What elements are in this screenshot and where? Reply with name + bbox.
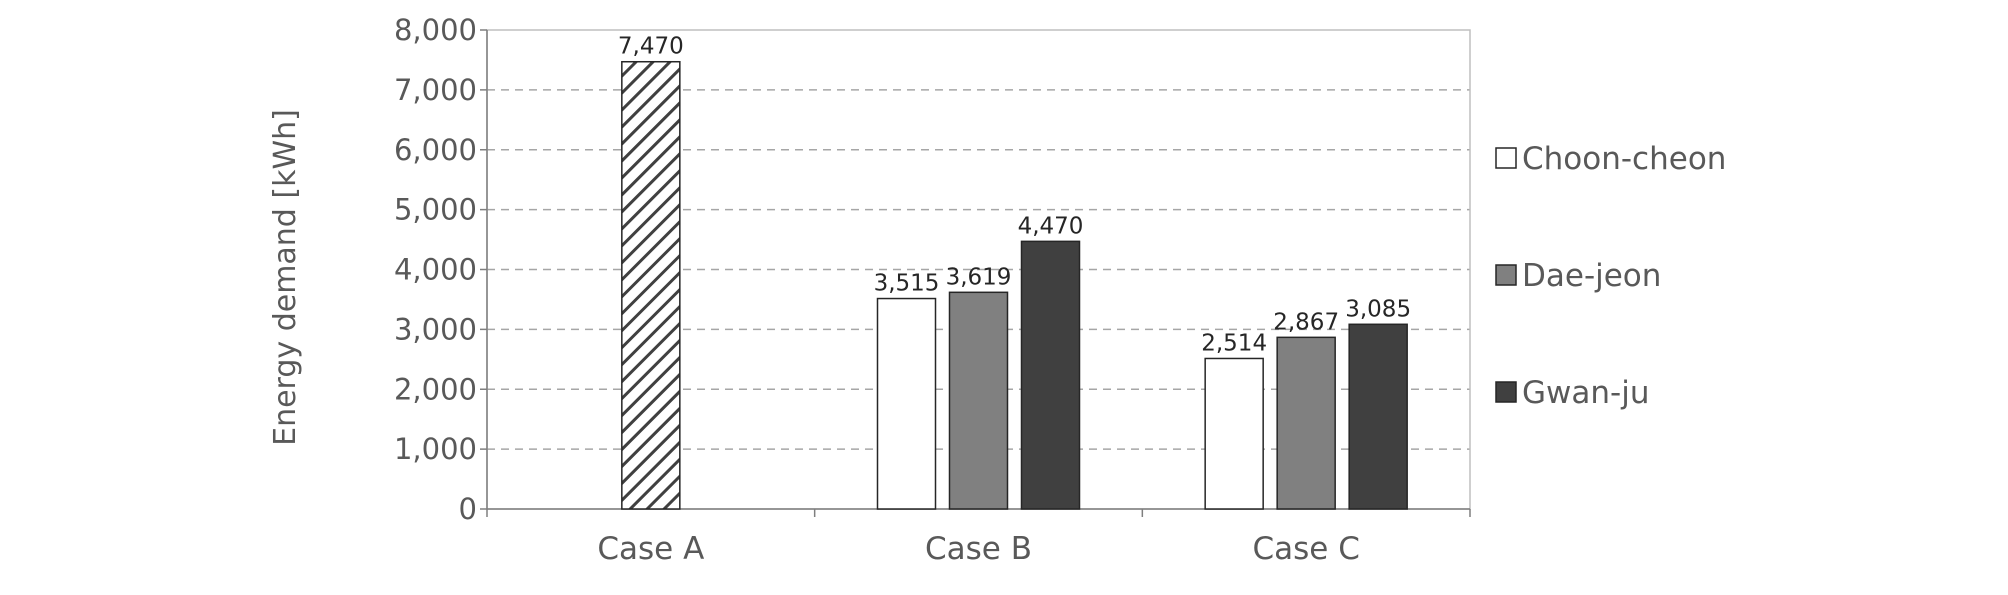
legend-label: Choon-cheon (1522, 141, 1726, 177)
y-tick-label: 7,000 (394, 73, 477, 107)
y-tick-label: 6,000 (394, 133, 477, 167)
bar (1348, 323, 1408, 510)
bar-value-label: 2,514 (1201, 330, 1267, 356)
bar-value-label: 3,619 (946, 264, 1012, 290)
bar-value-label: 3,085 (1345, 296, 1411, 322)
legend-swatch (1495, 147, 1517, 169)
x-category-label: Case A (597, 531, 704, 567)
legend-label: Dae-jeon (1522, 258, 1661, 294)
legend: Choon-cheon Dae-jeon Gwan-ju (1495, 141, 1726, 411)
y-tick-label: 1,000 (394, 432, 477, 466)
bar (621, 60, 681, 510)
bar (948, 291, 1009, 510)
bar-value-label: 2,867 (1273, 309, 1339, 335)
y-axis-title: Energy demand [kWh] (268, 109, 303, 446)
bar (1020, 240, 1081, 510)
legend-swatch (1495, 381, 1517, 403)
bar-value-label: 3,515 (874, 271, 940, 297)
y-tick-label: 3,000 (394, 312, 477, 346)
y-tick-label: 2,000 (394, 372, 477, 406)
bar (1276, 336, 1336, 510)
bar-value-label: 7,470 (618, 34, 684, 60)
y-tick-label: 5,000 (394, 193, 477, 227)
legend-swatch (1495, 264, 1517, 286)
bars (621, 60, 1408, 510)
bar (876, 297, 937, 510)
legend-label: Gwan-ju (1522, 375, 1649, 411)
bar (1204, 357, 1264, 510)
y-tick-label: 0 (459, 492, 477, 526)
y-tick-label: 8,000 (394, 13, 477, 47)
x-category-label: Case C (1252, 531, 1359, 567)
bar-value-label: 4,470 (1018, 213, 1084, 239)
y-tick-label: 4,000 (394, 253, 477, 287)
axes: 0 1,000 2,000 3,000 4,000 5,000 6,000 7,000 8,00… (394, 13, 1471, 567)
x-category-label: Case B (925, 531, 1032, 567)
